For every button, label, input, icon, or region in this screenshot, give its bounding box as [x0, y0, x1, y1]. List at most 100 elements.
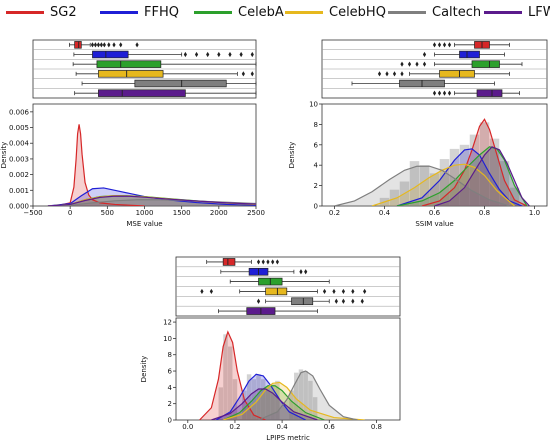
outlier-marker [422, 51, 427, 58]
boxplot-caltech [33, 78, 257, 88]
boxplot-lfw [176, 305, 400, 315]
histogram-bar [489, 138, 500, 206]
y-tick-label: 6 [168, 368, 173, 376]
density-frame [32, 103, 257, 207]
legend-label: Caltech [432, 4, 482, 20]
density-line-celeba [222, 385, 325, 420]
histogram-bar [218, 387, 224, 420]
legend-item-ffhq: FFHQ [100, 3, 179, 21]
x-axis-label: MSE value [126, 220, 162, 228]
outlier-marker [299, 269, 303, 275]
x-tick-label: 0.8 [371, 423, 382, 431]
density-line-celebhq [371, 163, 515, 206]
boxplot-celebhq [176, 286, 400, 296]
outlier-marker [135, 42, 139, 48]
histogram-bar [289, 390, 294, 420]
density-line-ffhq [396, 148, 523, 206]
y-tick-label: 10 [163, 335, 172, 343]
legend-item-celeba: CelebA [194, 3, 284, 21]
density-line-sg2 [199, 330, 266, 420]
x-tick-label: 0.2 [329, 209, 340, 217]
histogram-bar [275, 380, 280, 420]
outlier-marker [360, 298, 364, 304]
histogram-bar [308, 380, 313, 420]
outlier-marker [99, 42, 103, 48]
y-tick-label: 6 [314, 141, 319, 149]
histogram-bar [409, 161, 420, 206]
box-iqr [439, 70, 475, 78]
y-axis-label: Density [140, 356, 148, 383]
outlier-marker [271, 259, 275, 265]
outlier-marker [392, 71, 397, 77]
boxplot-caltech [176, 296, 400, 306]
legend-swatch [285, 10, 323, 14]
density-line-celebhq [222, 381, 365, 420]
density-fill-ffhq [216, 374, 306, 420]
density-area [334, 118, 530, 206]
legend-label: CelebA [238, 4, 284, 20]
density-fill-celebhq [223, 382, 365, 420]
boxplot-celeba [176, 276, 400, 286]
outlier-marker [228, 51, 232, 58]
outlier-marker [256, 259, 261, 265]
density-fill-sg2 [55, 124, 145, 206]
outlier-marker [415, 61, 419, 67]
legend-label: FFHQ [144, 4, 179, 20]
histogram-bar [242, 390, 247, 420]
chart-3: 0.0 0.2 0.4 0.6 0.8 0 2 4 6 8 10 12 LPIPS metric Dens… [140, 256, 401, 442]
x-tick-label: 1500 [173, 209, 191, 217]
boxplot-ffhq [33, 49, 256, 59]
outlier-marker [119, 42, 123, 48]
histogram-bar [261, 379, 266, 420]
y-tick-label: 4 [168, 384, 173, 392]
density-fill-celeba [397, 146, 527, 206]
box-iqr [459, 50, 480, 59]
density-line-lfw [47, 195, 256, 206]
outlier-marker [206, 51, 210, 58]
outlier-marker [275, 259, 279, 265]
outlier-marker [102, 42, 106, 48]
y-tick-label: 2 [314, 182, 318, 190]
y-tick-label: 0.004 [9, 140, 30, 148]
density-line-ffhq [215, 373, 306, 420]
y-tick-label: 0.006 [9, 108, 30, 116]
histogram-bar [265, 387, 271, 420]
x-tick-label: 0.4 [277, 423, 289, 431]
histogram-bar [389, 189, 400, 206]
histogram-bar [232, 379, 238, 420]
outlier-marker [334, 298, 338, 304]
y-tick-label: 0.003 [9, 155, 29, 163]
outlier-marker [90, 42, 95, 48]
histogram-bar [294, 372, 299, 420]
outlier-marker [266, 259, 270, 265]
x-tick-label: 0.6 [429, 209, 441, 217]
y-tick-label: 0.002 [9, 171, 29, 179]
box-iqr [471, 60, 500, 68]
x-tick-label: 500 [101, 209, 114, 217]
outlier-marker [363, 288, 367, 295]
outlier-marker [107, 42, 111, 48]
legend-swatch [388, 10, 426, 14]
boxplot-sg2 [432, 41, 510, 49]
x-tick-label: 0.8 [479, 209, 490, 217]
box-iqr [291, 297, 314, 306]
legend-swatch [484, 10, 522, 14]
outlier-marker [209, 288, 213, 295]
outlier-marker [422, 61, 427, 67]
legend-label: SG2 [50, 4, 77, 20]
x-tick-label: −500 [23, 209, 42, 217]
density-line-sg2 [55, 124, 145, 206]
x-axis-label: SSIM value [415, 220, 453, 228]
y-tick-label: 0.001 [9, 187, 29, 195]
histogram-bar [270, 384, 275, 420]
density-fill-celebhq [372, 164, 515, 206]
outlier-marker [447, 42, 452, 48]
outlier-marker [194, 51, 199, 58]
density-area [199, 330, 365, 420]
outlier-marker [322, 288, 327, 295]
y-tick-label: 8 [168, 351, 172, 359]
y-tick-label: 0.005 [9, 124, 29, 132]
outlier-marker [341, 288, 346, 295]
density-line-sg2 [421, 118, 528, 206]
